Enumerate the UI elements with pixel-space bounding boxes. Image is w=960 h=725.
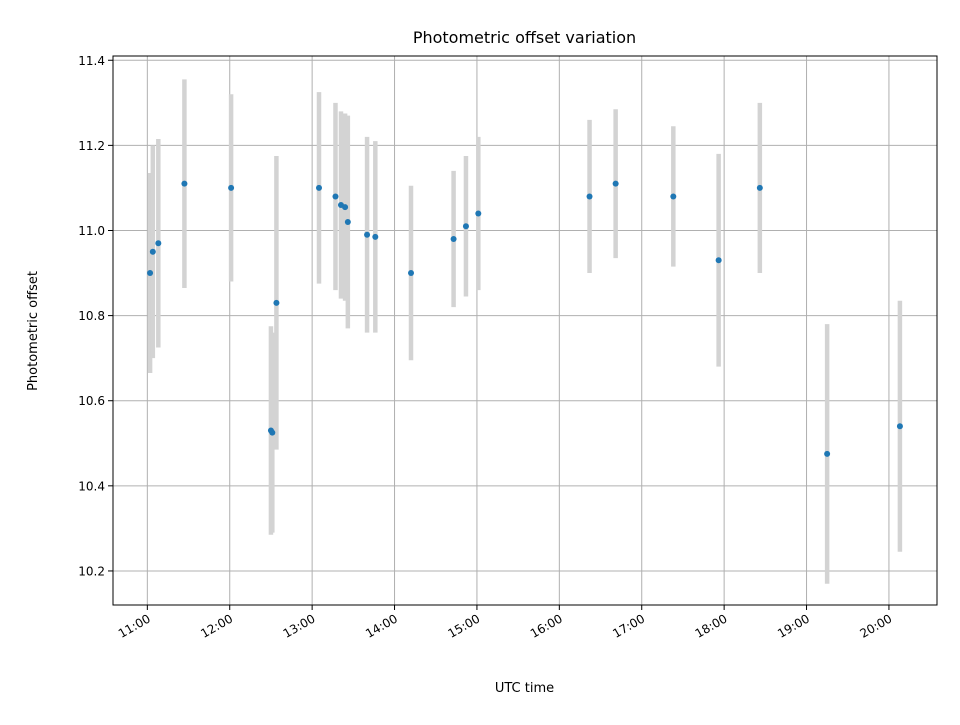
data-point bbox=[670, 193, 677, 200]
data-point bbox=[344, 218, 351, 225]
data-point bbox=[450, 236, 457, 242]
data-point bbox=[372, 233, 379, 240]
data-point bbox=[462, 223, 469, 230]
y-tick-label: 10.2 bbox=[78, 564, 105, 578]
data-point bbox=[269, 429, 276, 436]
x-axis-label: UTC time bbox=[495, 681, 554, 696]
data-point bbox=[612, 180, 619, 187]
data-points bbox=[147, 180, 903, 457]
data-point bbox=[228, 184, 235, 191]
y-tick-label: 11.0 bbox=[78, 224, 105, 238]
data-point bbox=[715, 257, 722, 264]
y-tick-label: 10.6 bbox=[78, 394, 105, 408]
grid bbox=[113, 56, 937, 605]
data-point bbox=[475, 210, 482, 217]
y-tick-label: 10.4 bbox=[78, 479, 105, 493]
data-point bbox=[408, 270, 415, 277]
data-point bbox=[273, 299, 280, 306]
chart-title: Photometric offset variation bbox=[413, 28, 636, 47]
data-point bbox=[316, 184, 322, 191]
data-point bbox=[149, 248, 156, 255]
data-point bbox=[824, 450, 831, 457]
y-axis: 10.2 10.4 10.6 10.8 11.0 11.2 11.4 bbox=[78, 54, 113, 578]
data-point bbox=[332, 193, 339, 200]
data-point bbox=[342, 204, 349, 211]
y-tick-label: 10.8 bbox=[78, 309, 105, 323]
y-axis-label: Photometric offset bbox=[26, 271, 41, 391]
plot-frame bbox=[112, 55, 938, 606]
data-point bbox=[147, 270, 154, 277]
data-point bbox=[181, 180, 188, 187]
y-tick-label: 11.4 bbox=[78, 54, 105, 68]
data-point bbox=[155, 240, 162, 247]
y-tick-label: 11.2 bbox=[78, 139, 105, 153]
data-point bbox=[756, 184, 763, 191]
data-point bbox=[364, 231, 371, 238]
data-point bbox=[896, 423, 903, 430]
data-point bbox=[586, 193, 593, 200]
